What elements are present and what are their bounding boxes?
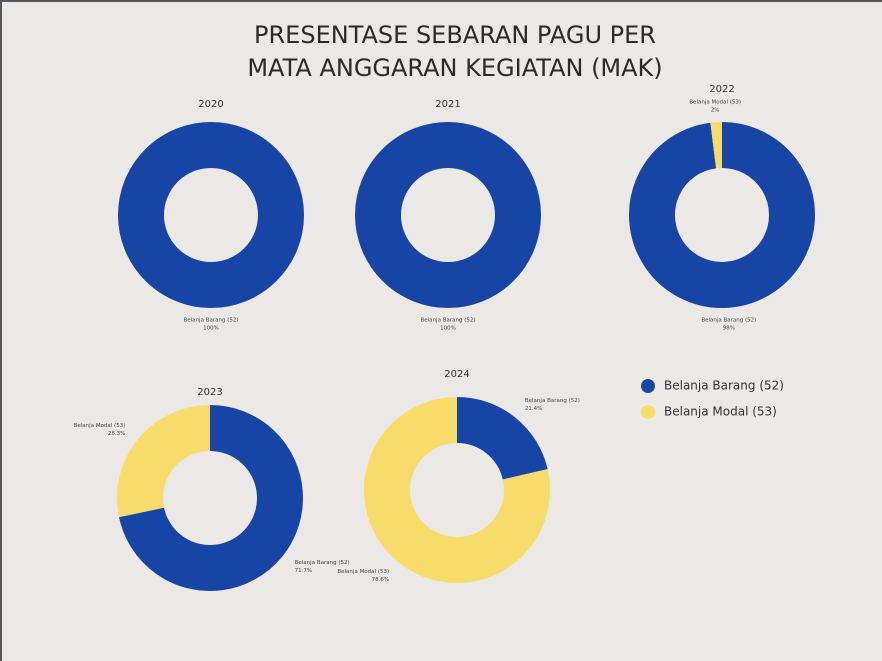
legend-label: Belanja Barang (52) (664, 379, 784, 393)
legend-swatch (641, 379, 655, 393)
slice-value: 28.3% (108, 431, 125, 437)
chart-title: PRESENTASE SEBARAN PAGU PER (254, 21, 656, 49)
donut-slice (364, 397, 550, 583)
slice-value: 100% (440, 326, 456, 332)
donut-slice (118, 122, 304, 308)
legend-label: Belanja Modal (53) (664, 405, 777, 419)
donut-slice (629, 122, 815, 308)
slice-label: Belanja Modal (53) (74, 423, 126, 429)
donut-slice (117, 405, 212, 518)
slice-label: Belanja Barang (52) (525, 398, 580, 404)
slice-label: Belanja Barang (52) (184, 318, 239, 324)
slice-label: Belanja Modal (53) (337, 569, 389, 575)
donut-title: 2022 (709, 84, 734, 95)
donut-title: 2020 (198, 99, 223, 110)
slice-value: 98% (723, 325, 735, 331)
slice-value: 100% (203, 326, 219, 332)
donut-slice (119, 405, 303, 591)
chart-title: MATA ANGGARAN KEGIATAN (MAK) (247, 54, 662, 82)
donut-title: 2023 (197, 387, 222, 398)
donut-slice (455, 397, 548, 481)
slice-value: 2% (711, 108, 720, 114)
donut-slice (355, 122, 541, 308)
slice-value: 71.7% (295, 568, 312, 574)
slice-value: 21.4% (525, 406, 542, 412)
slice-label: Belanja Barang (52) (295, 560, 350, 566)
slice-label: Belanja Modal (53) (689, 100, 741, 106)
donut-title: 2024 (444, 369, 469, 380)
slice-label: Belanja Barang (52) (421, 318, 476, 324)
donut-title: 2021 (435, 99, 460, 110)
slice-value: 78.6% (372, 577, 389, 583)
slice-label: Belanja Barang (52) (701, 317, 756, 323)
legend-swatch (641, 405, 655, 419)
donut-slice (710, 122, 723, 169)
